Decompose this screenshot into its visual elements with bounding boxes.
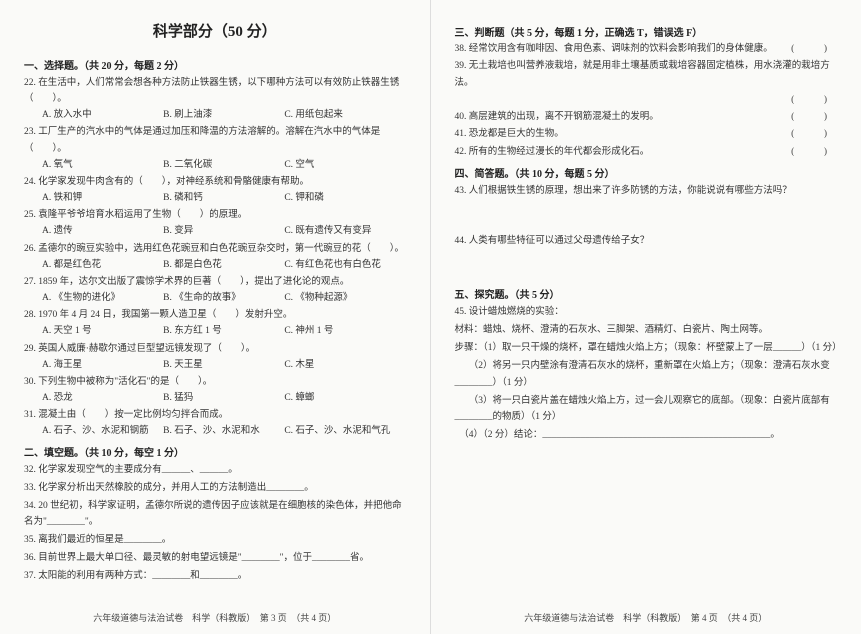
q29: 29. 英国人威廉·赫歇尔通过巨型望远镜发现了（ ）。 <box>24 341 406 357</box>
q22-opt-b: B. 刷上油漆 <box>163 108 284 123</box>
q28-options: A. 天空 1 号 B. 东方红 1 号 C. 神州 1 号 <box>42 324 406 339</box>
q26: 26. 孟德尔的豌豆实验中，选用红色花豌豆和白色花豌豆杂交时，第一代豌豆的花（ … <box>24 241 406 257</box>
q42-text: 42. 所有的生物经过漫长的年代都会形成化石。 <box>455 144 650 161</box>
section-5-head: 五、探究题。（共 5 分） <box>455 286 838 301</box>
q39: 39. 无土栽培也叫营养液栽培，就是用非土壤基质或栽培容器固定植株，用水浇灌的栽… <box>455 58 838 92</box>
q25-options: A. 遗传 B. 变异 C. 既有遗传又有变异 <box>42 224 406 239</box>
q25: 25. 袁隆平爷爷培育水稻运用了生物（ ）的原理。 <box>24 207 406 223</box>
q38: 38. 经常饮用含有咖啡因、食用色素、调味剂的饮料会影响我们的身体健康。 ( ) <box>455 41 838 58</box>
q24-options: A. 铁和钾 B. 磷和钙 C. 钾和磷 <box>42 191 406 206</box>
q24-opt-b: B. 磷和钙 <box>163 191 284 206</box>
q31-options: A. 石子、沙、水泥和钢筋 B. 石子、沙、水泥和水 C. 石子、沙、水泥和气孔 <box>42 424 406 439</box>
q29-options: A. 海王星 B. 天王星 C. 木星 <box>42 358 406 373</box>
q40-text: 40. 高层建筑的出现，离不开钢筋混凝土的发明。 <box>455 109 659 126</box>
q26-opt-a: A. 都是红色花 <box>42 258 163 273</box>
q29-opt-b: B. 天王星 <box>163 358 284 373</box>
q28-opt-a: A. 天空 1 号 <box>42 324 163 339</box>
q45-step-4: （4）（2 分）结论：_____________________________… <box>455 427 838 443</box>
q22-opt-a: A. 放入水中 <box>42 108 163 123</box>
q40: 40. 高层建筑的出现，离不开钢筋混凝土的发明。 ( ) <box>455 109 838 126</box>
section-4-head: 四、简答题。（共 10 分，每题 5 分） <box>455 165 838 180</box>
q26-opt-c: C. 有红色花也有白色花 <box>284 258 405 273</box>
q39-paren: ( ) <box>791 92 837 109</box>
q43: 43. 人们根据铁生锈的原理，想出来了许多防锈的方法，你能说说有哪些方法吗？ <box>455 183 838 199</box>
q28-opt-c: C. 神州 1 号 <box>284 324 405 339</box>
q30-opt-a: A. 恐龙 <box>42 391 163 406</box>
q30-opt-b: B. 猛犸 <box>163 391 284 406</box>
q45-step-2: （2）将另一只内壁涂有澄清石灰水的烧杯，重新罩在火焰上方；（现象：澄清石灰水变_… <box>455 358 838 390</box>
q31-opt-a: A. 石子、沙、水泥和钢筋 <box>42 424 163 439</box>
section-3-head: 三、判断题（共 5 分，每题 1 分，正确选 T，错误选 F） <box>455 24 838 39</box>
page-4: 三、判断题（共 5 分，每题 1 分，正确选 T，错误选 F） 38. 经常饮用… <box>431 0 861 634</box>
q27-opt-a: A. 《生物的进化》 <box>42 291 163 306</box>
q30: 30. 下列生物中被称为"活化石"的是（ ）。 <box>24 374 406 390</box>
q25-opt-a: A. 遗传 <box>42 224 163 239</box>
q44: 44. 人类有哪些特征可以通过父母遗传给子女？ <box>455 233 838 249</box>
exam-paper: 科学部分（50 分） 一、选择题。（共 20 分，每题 2 分） 22. 在生活… <box>0 0 861 634</box>
page-3-footer: 六年级道德与法治试卷 科学（科教版） 第 3 页 （共 4 页） <box>24 605 406 624</box>
q31: 31. 混凝土由（ ）按一定比例均匀拌合而成。 <box>24 407 406 423</box>
q28-opt-b: B. 东方红 1 号 <box>163 324 284 339</box>
q22: 22. 在生活中，人们常常会想各种方法防止铁器生锈，以下哪种方法可以有效防止铁器… <box>24 75 406 107</box>
q35: 35. 离我们最近的恒星是________。 <box>24 532 406 548</box>
q24-opt-c: C. 钾和磷 <box>284 191 405 206</box>
q41: 41. 恐龙都是巨大的生物。 ( ) <box>455 126 838 143</box>
q24: 24. 化学家发现牛肉含有的（ ），对神经系统和骨骼健康有帮助。 <box>24 174 406 190</box>
q30-opt-c: C. 蟑螂 <box>284 391 405 406</box>
section-1-head: 一、选择题。（共 20 分，每题 2 分） <box>24 57 406 72</box>
q23-options: A. 氧气 B. 二氧化碳 C. 空气 <box>42 158 406 173</box>
q24-opt-a: A. 铁和钾 <box>42 191 163 206</box>
q31-opt-c: C. 石子、沙、水泥和气孔 <box>284 424 405 439</box>
q26-options: A. 都是红色花 B. 都是白色花 C. 有红色花也有白色花 <box>42 258 406 273</box>
q45: 45. 设计蜡烛燃烧的实验： <box>455 304 838 320</box>
q42: 42. 所有的生物经过漫长的年代都会形成化石。 ( ) <box>455 144 838 161</box>
section-2-head: 二、填空题。（共 10 分，每空 1 分） <box>24 444 406 459</box>
q34: 34. 20 世纪初，科学家证明，孟德尔所说的遗传因子应该就是在细胞核的染色体，… <box>24 498 406 530</box>
q29-opt-c: C. 木星 <box>284 358 405 373</box>
q30-options: A. 恐龙 B. 猛犸 C. 蟑螂 <box>42 391 406 406</box>
q29-opt-a: A. 海王星 <box>42 358 163 373</box>
q37: 37. 太阳能的利用有两种方式：________和________。 <box>24 568 406 584</box>
q41-text: 41. 恐龙都是巨大的生物。 <box>455 126 564 143</box>
q28: 28. 1970 年 4 月 24 日，我国第一颗人造卫星（ ）发射升空。 <box>24 307 406 323</box>
q23-opt-b: B. 二氧化碳 <box>163 158 284 173</box>
q27-options: A. 《生物的进化》 B. 《生命的故事》 C. 《物种起源》 <box>42 291 406 306</box>
q23-opt-a: A. 氧气 <box>42 158 163 173</box>
page-4-footer: 六年级道德与法治试卷 科学（科教版） 第 4 页 （共 4 页） <box>455 605 838 624</box>
q31-opt-b: B. 石子、沙、水泥和水 <box>163 424 284 439</box>
q41-paren: ( ) <box>791 126 837 143</box>
q26-opt-b: B. 都是白色花 <box>163 258 284 273</box>
q38-text: 38. 经常饮用含有咖啡因、食用色素、调味剂的饮料会影响我们的身体健康。 <box>455 41 773 58</box>
q45-step-3: （3）将一只白瓷片盖在蜡烛火焰上方，过一会儿观察它的底部。（现象：白瓷片底部有_… <box>455 393 838 425</box>
main-title: 科学部分（50 分） <box>24 20 406 41</box>
q45-step-1: 步骤：（1）取一只干燥的烧杯，罩在蜡烛火焰上方；（现象：杯壁蒙上了一层_____… <box>455 340 838 356</box>
q42-paren: ( ) <box>791 144 837 161</box>
q22-opt-c: C. 用纸包起来 <box>284 108 405 123</box>
q27: 27. 1859 年，达尔文出版了震惊学术界的巨著（ ），提出了进化论的观点。 <box>24 274 406 290</box>
q32: 32. 化学家发现空气的主要成分有______、______。 <box>24 462 406 478</box>
q23: 23. 工厂生产的汽水中的气体是通过加压和降温的方法溶解的。溶解在汽水中的气体是… <box>24 124 406 156</box>
q39-paren-line: ( ) <box>455 92 838 109</box>
q27-opt-b: B. 《生命的故事》 <box>163 291 284 306</box>
q22-options: A. 放入水中 B. 刷上油漆 C. 用纸包起来 <box>42 108 406 123</box>
q27-opt-c: C. 《物种起源》 <box>284 291 405 306</box>
q33: 33. 化学家分析出天然橡胶的成分，并用人工的方法制造出________。 <box>24 480 406 496</box>
q23-opt-c: C. 空气 <box>284 158 405 173</box>
q45-materials: 材料：蜡烛、烧杯、澄清的石灰水、三脚架、酒精灯、白瓷片、陶土网等。 <box>455 322 838 338</box>
page-3: 科学部分（50 分） 一、选择题。（共 20 分，每题 2 分） 22. 在生活… <box>0 0 431 634</box>
q40-paren: ( ) <box>791 109 837 126</box>
q36: 36. 目前世界上最大单口径、最灵敏的射电望远镜是"________"，位于__… <box>24 550 406 566</box>
q38-paren: ( ) <box>791 41 837 58</box>
q39-text: 39. 无土栽培也叫营养液栽培，就是用非土壤基质或栽培容器固定植株，用水浇灌的栽… <box>455 58 838 92</box>
q25-opt-c: C. 既有遗传又有变异 <box>284 224 405 239</box>
q25-opt-b: B. 变异 <box>163 224 284 239</box>
